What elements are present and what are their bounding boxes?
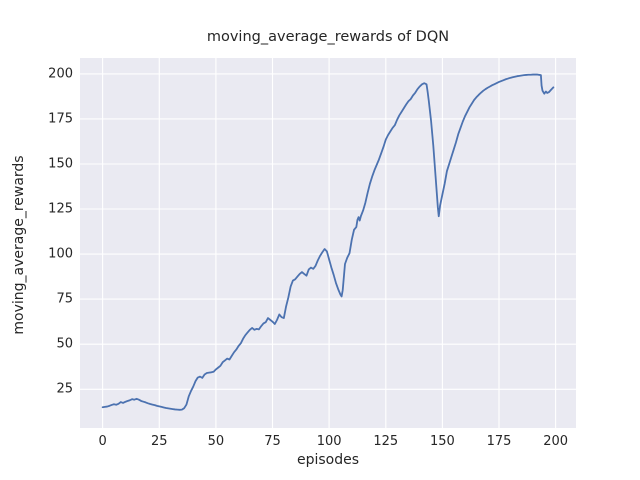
y-tick-label: 150 — [48, 156, 73, 172]
x-tick-label: 100 — [316, 434, 342, 449]
x-axis-label: episodes — [296, 452, 360, 468]
chart-title: moving_average_rewards of DQN — [206, 29, 450, 45]
x-tick-label: 200 — [543, 434, 569, 449]
plot-svg — [80, 58, 576, 428]
x-tick-label: 0 — [98, 434, 107, 449]
y-tick-label: 75 — [56, 291, 73, 307]
y-tick-label: 200 — [48, 66, 73, 82]
x-tick-label: 175 — [486, 434, 512, 449]
x-tick-label: 50 — [207, 434, 225, 449]
y-axis-label: moving_average_rewards — [11, 155, 27, 335]
x-tick-label: 150 — [429, 434, 455, 449]
data-line — [101, 73, 555, 411]
y-tick-label: 125 — [48, 201, 73, 217]
x-tick-label: 125 — [373, 434, 399, 449]
x-tick-label: 75 — [264, 434, 281, 449]
y-tick-label: 175 — [48, 111, 73, 127]
y-tick-label: 100 — [48, 246, 73, 262]
y-tick-label: 25 — [56, 381, 73, 397]
x-tick-label: 25 — [150, 434, 168, 449]
y-tick-label: 50 — [56, 336, 73, 352]
plot-area — [80, 58, 576, 428]
